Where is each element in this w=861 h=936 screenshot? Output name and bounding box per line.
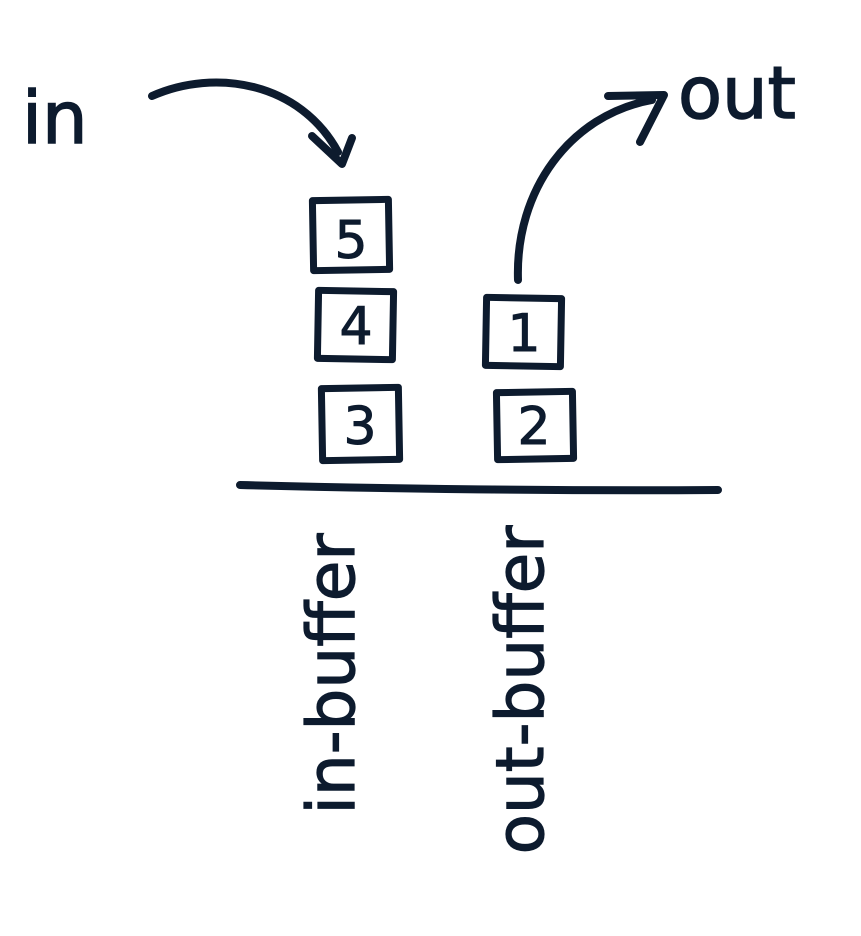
stack-item-label: 4 — [339, 297, 372, 357]
out-stack: 1 2 — [481, 293, 578, 464]
stack-item: 2 — [492, 387, 578, 464]
stack-item-box — [308, 195, 394, 275]
in-buffer-label: in-buffer — [293, 533, 370, 815]
stack-item-box — [313, 286, 398, 364]
stack-item-box — [317, 383, 404, 465]
in-stack: 5 4 3 — [308, 195, 404, 465]
stack-item-box — [481, 293, 566, 371]
stack-item-label: 1 — [507, 304, 540, 364]
in-arrowhead — [308, 132, 356, 168]
stack-item-label: 2 — [517, 397, 550, 457]
stack-base-line — [236, 481, 722, 495]
in-arrow — [148, 78, 342, 156]
out-label: out — [678, 51, 796, 135]
stack-item: 5 — [308, 195, 394, 275]
stack-item: 3 — [317, 383, 404, 465]
stack-item-label: 3 — [343, 397, 376, 457]
stack-item: 4 — [313, 286, 398, 364]
out-arrowhead — [604, 91, 668, 146]
out-arrow — [513, 96, 656, 284]
stack-item: 1 — [481, 293, 566, 371]
out-buffer-label: out-buffer — [482, 525, 559, 855]
stack-item-box — [492, 387, 578, 464]
stack-item-label: 5 — [334, 211, 367, 271]
in-label: in — [22, 76, 88, 160]
